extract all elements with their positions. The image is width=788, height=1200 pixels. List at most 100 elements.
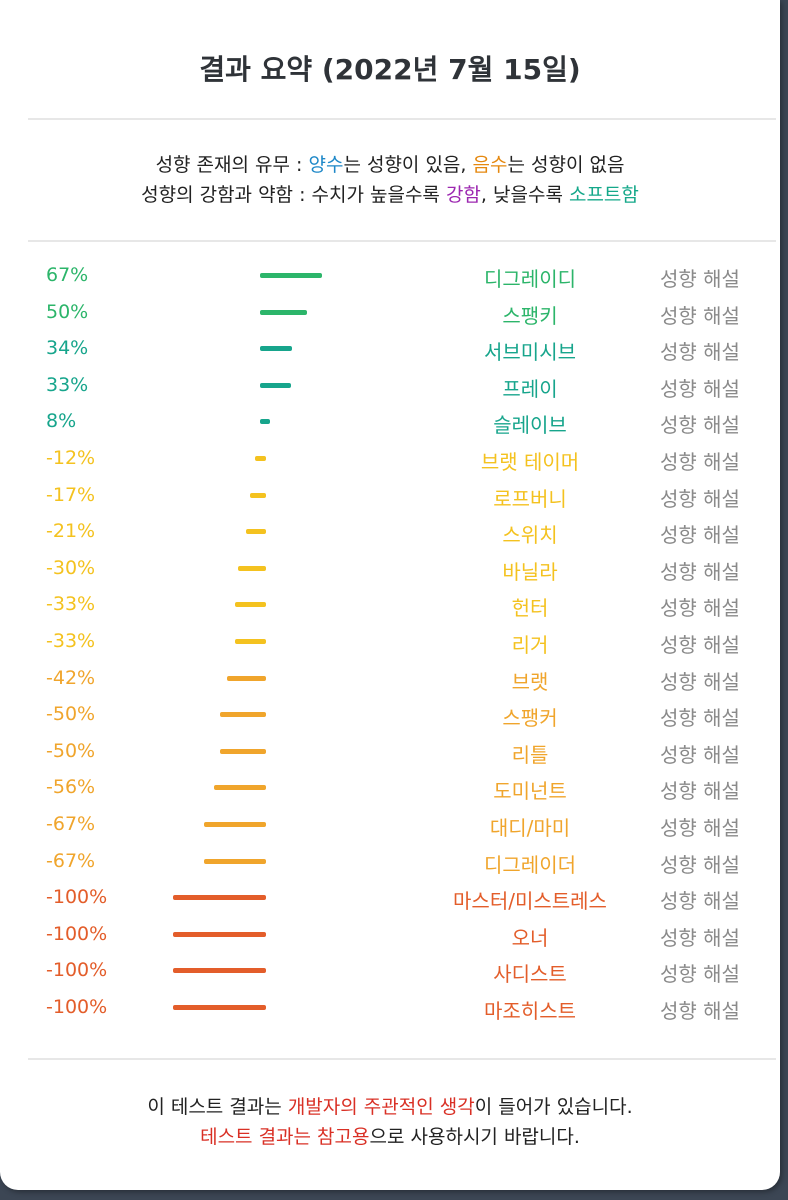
trait-name: 서브미시브: [484, 340, 576, 365]
value-bar: [203, 822, 266, 827]
legend-negative: 음수: [472, 154, 508, 176]
value-bar: [238, 565, 266, 571]
explain-link[interactable]: 성향 해설: [660, 376, 740, 401]
trait-name: 마스터/미스트레스: [453, 889, 607, 914]
chart-row: -100% 마조히스트 성향 해설: [0, 994, 780, 1030]
value-label: -100%: [46, 922, 108, 945]
value-label: -50%: [46, 703, 96, 726]
trait-name: 슬레이브: [493, 413, 567, 438]
value-bar: [254, 456, 266, 461]
explain-link[interactable]: 성향 해설: [660, 706, 740, 731]
value-bar: [246, 529, 266, 535]
value-label: -33%: [46, 593, 96, 616]
explain-link[interactable]: 성향 해설: [660, 413, 740, 438]
value-bar: [173, 1005, 266, 1010]
explain-link[interactable]: 성향 해설: [660, 889, 740, 914]
explain-link[interactable]: 성향 해설: [660, 669, 740, 694]
explain-link[interactable]: 성향 해설: [660, 450, 740, 474]
page-title: 결과 요약 (2022년 7월 15일): [199, 53, 581, 86]
explain-link[interactable]: 성향 해설: [660, 596, 740, 621]
explain-link[interactable]: 성향 해설: [660, 925, 740, 950]
legend-1-suffix: 는 성향이 없음: [507, 154, 625, 176]
value-bar: [173, 968, 266, 974]
value-label: -33%: [46, 630, 96, 652]
trait-name: 리틀: [511, 742, 549, 767]
chart-row: -56% 도미넌트 성향 해설: [0, 774, 780, 810]
chart-row: -12% 브랫 테이머 성향 해설: [0, 445, 780, 481]
value-label: -12%: [46, 447, 96, 469]
value-bar: [260, 419, 270, 425]
trait-name: 스팽키: [502, 303, 558, 328]
explain-link[interactable]: 성향 해설: [660, 486, 740, 511]
trait-name: 오너: [511, 925, 549, 950]
trait-name: 브랫: [511, 669, 549, 694]
value-label: 67%: [46, 264, 89, 286]
trait-name: 바닐라: [502, 559, 558, 584]
divider-top: [28, 118, 776, 120]
footer-line-2: 테스트 결과는 참고용으로 사용하시기 바랍니다.: [0, 1122, 780, 1149]
explain-link[interactable]: 성향 해설: [660, 779, 740, 804]
chart-row: -100% 마스터/미스트레스 성향 해설: [0, 884, 780, 920]
chart-row: -30% 바닐라 성향 해설: [0, 555, 780, 591]
footer-2-suffix: 으로 사용하시기 바랍니다.: [369, 1126, 580, 1148]
explain-link[interactable]: 성향 해설: [660, 742, 740, 767]
value-label: -17%: [46, 483, 96, 506]
value-bar: [213, 785, 266, 791]
trait-name: 디그레이더: [484, 852, 576, 877]
explain-link[interactable]: 성향 해설: [660, 633, 740, 657]
value-bar: [235, 602, 266, 608]
value-bar: [203, 858, 266, 864]
footer-1-suffix: 이 들어가 있습니다.: [474, 1096, 633, 1118]
value-label: 34%: [46, 337, 89, 360]
trait-name: 스팽커: [502, 706, 558, 731]
explain-link[interactable]: 성향 해설: [660, 559, 740, 584]
value-bar: [173, 931, 266, 937]
chart-row: 67% 디그레이디 성향 해설: [0, 262, 780, 298]
divider-middle: [28, 240, 776, 242]
value-bar: [219, 712, 266, 718]
trait-chart: 67% 디그레이디 성향 해설 50% 스팽키 성향 해설 34% 서브미시브 성향 해설 33%…: [0, 262, 780, 1032]
value-bar: [250, 492, 266, 498]
explain-link[interactable]: 성향 해설: [660, 999, 740, 1023]
legend-2-prefix: 성향의 강함과 약함 : 수치가 높을수록: [141, 184, 446, 206]
value-label: -67%: [46, 849, 96, 872]
explain-link[interactable]: 성향 해설: [660, 816, 740, 840]
trait-name: 로프버니: [493, 486, 567, 511]
chart-row: 8% 슬레이브 성향 해설: [0, 408, 780, 444]
value-bar: [219, 748, 266, 754]
chart-row: 33% 프레이 성향 해설: [0, 372, 780, 408]
value-label: 8%: [46, 410, 77, 433]
chart-row: 50% 스팽키 성향 해설: [0, 299, 780, 335]
value-bar: [173, 895, 266, 901]
value-bar: [226, 675, 266, 681]
explain-link[interactable]: 성향 해설: [660, 340, 740, 365]
legend-1-prefix: 성향 존재의 유무 :: [155, 154, 309, 176]
trait-name: 마조히스트: [484, 999, 576, 1023]
footer-2-highlight: 테스트 결과는 참고용: [200, 1126, 370, 1148]
chart-row: -21% 스위치 성향 해설: [0, 518, 780, 554]
footer-1-prefix: 이 테스트 결과는: [147, 1096, 288, 1118]
explain-link[interactable]: 성향 해설: [660, 267, 740, 291]
trait-name: 스위치: [502, 523, 558, 548]
value-label: 33%: [46, 373, 89, 396]
explain-link[interactable]: 성향 해설: [660, 523, 740, 548]
trait-name: 리거: [511, 633, 549, 657]
trait-name: 헌터: [511, 596, 549, 621]
explain-link[interactable]: 성향 해설: [660, 303, 740, 328]
legend-1-mid: 는 성향이 있음,: [343, 154, 473, 176]
footer-1-highlight: 개발자의 주관적인 생각: [287, 1096, 475, 1118]
trait-name: 대디/마미: [489, 816, 571, 840]
chart-row: -42% 브랫 성향 해설: [0, 665, 780, 701]
chart-row: -17% 로프버니 성향 해설: [0, 482, 780, 518]
chart-row: -33% 리거 성향 해설: [0, 628, 780, 664]
value-label: -42%: [46, 666, 96, 689]
explain-link[interactable]: 성향 해설: [660, 962, 740, 987]
value-label: -30%: [46, 556, 96, 579]
chart-row: -67% 대디/마미 성향 해설: [0, 811, 780, 847]
explain-link[interactable]: 성향 해설: [660, 852, 740, 877]
value-label: -100%: [46, 886, 108, 909]
value-bar: [260, 273, 323, 278]
chart-row: -33% 헌터 성향 해설: [0, 591, 780, 627]
chart-row: -50% 리틀 성향 해설: [0, 738, 780, 774]
